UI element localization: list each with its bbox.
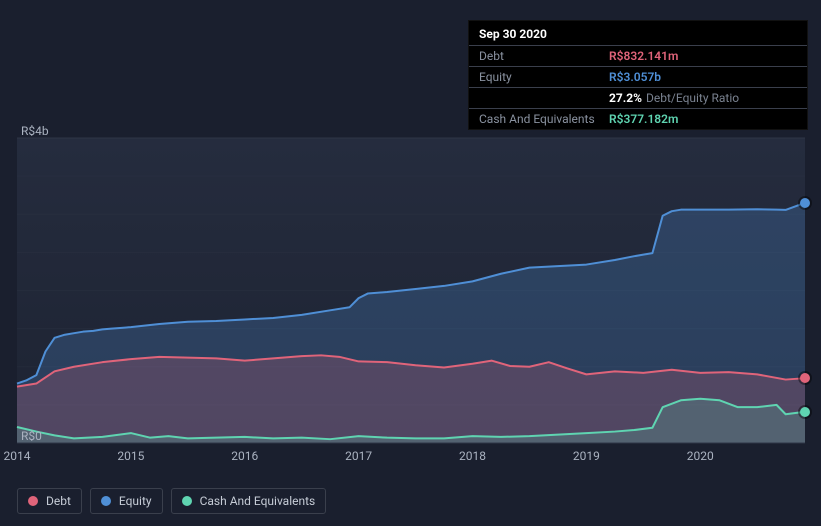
x-axis-label: 2014 [4,449,31,463]
tooltip-row-label [479,91,609,105]
legend-item-equity[interactable]: Equity [90,488,163,514]
cash-end-marker [800,407,810,417]
tooltip-row: Cash And EquivalentsR$377.182m [469,109,807,129]
tooltip-ratio-label: Debt/Equity Ratio [646,91,739,105]
debt-end-marker [800,373,810,383]
chart-legend: Debt Equity Cash And Equivalents [17,488,326,514]
tooltip-row: EquityR$3.057b [469,67,807,88]
tooltip-row-value: R$377.182m [609,112,678,126]
x-axis-label: 2015 [117,449,144,463]
tooltip-row: DebtR$832.141m [469,46,807,67]
tooltip-row: 27.2% Debt/Equity Ratio [469,88,807,109]
tooltip-row-value: R$3.057b [609,70,661,84]
legend-label: Debt [46,494,71,508]
y-axis-label: R$0 [21,429,42,443]
legend-label: Cash And Equivalents [200,494,316,508]
legend-label: Equity [119,494,152,508]
tooltip-row-label: Cash And Equivalents [479,112,609,126]
equity-end-marker [800,198,810,208]
tooltip-row-label: Debt [479,49,609,63]
chart-tooltip: Sep 30 2020 DebtR$832.141mEquityR$3.057b… [468,20,808,130]
tooltip-ratio-pct: 27.2% [609,91,642,105]
x-axis-label: 2018 [459,449,486,463]
legend-item-debt[interactable]: Debt [17,488,82,514]
x-axis-label: 2017 [345,449,372,463]
x-axis-label: 2019 [573,449,600,463]
legend-swatch [101,496,111,506]
legend-swatch [182,496,192,506]
x-axis-label: 2020 [687,449,714,463]
tooltip-date: Sep 30 2020 [469,21,807,46]
x-axis-label: 2016 [231,449,258,463]
tooltip-row-label: Equity [479,70,609,84]
tooltip-row-value: R$832.141m [609,49,678,63]
legend-swatch [28,496,38,506]
y-axis-label: R$4b [21,124,49,138]
legend-item-cash-and-equivalents[interactable]: Cash And Equivalents [171,488,327,514]
